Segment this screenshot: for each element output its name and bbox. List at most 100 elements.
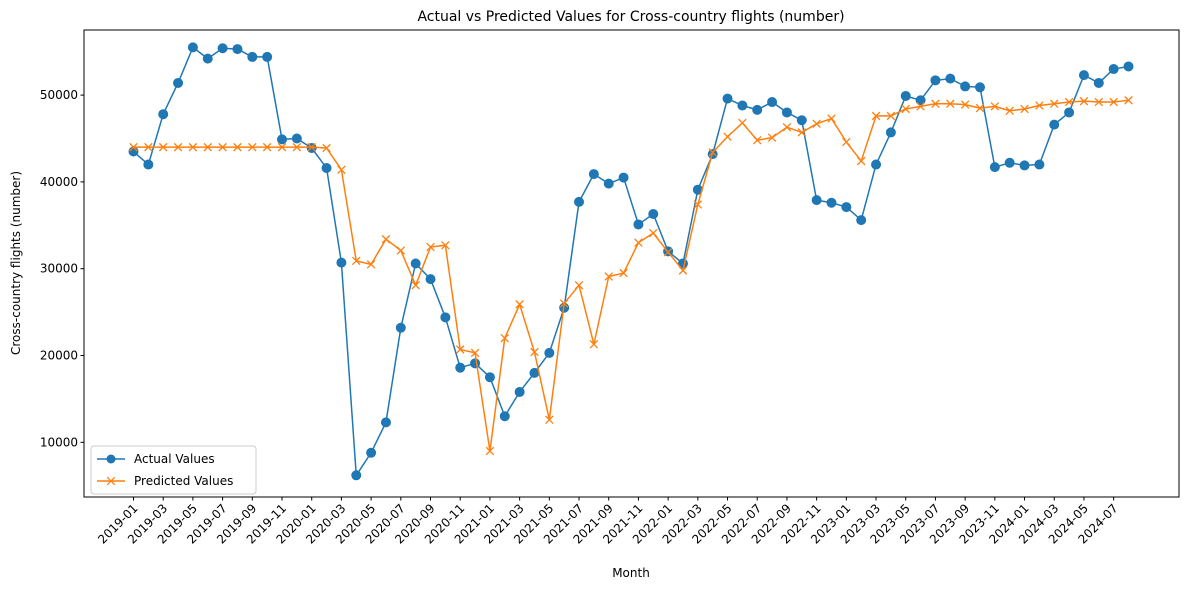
data-point	[1064, 107, 1075, 118]
data-point	[990, 102, 1000, 111]
data-point	[1020, 104, 1029, 114]
data-point	[723, 132, 732, 142]
data-point	[426, 242, 435, 252]
data-point	[678, 266, 688, 275]
data-point	[811, 195, 822, 206]
data-point	[827, 114, 836, 123]
data-point	[1094, 97, 1104, 107]
data-point	[752, 135, 762, 145]
data-point	[441, 241, 450, 250]
data-point	[782, 122, 792, 132]
data-point	[188, 142, 198, 152]
data-point	[322, 143, 331, 153]
legend-box	[90, 445, 257, 495]
data-point	[425, 274, 436, 285]
data-point	[411, 280, 420, 290]
data-point	[916, 102, 925, 111]
data-point	[871, 159, 882, 170]
plot-area	[83, 29, 1180, 498]
data-point	[856, 156, 866, 166]
data-point	[989, 162, 1000, 173]
data-point	[545, 415, 554, 425]
data-point	[663, 247, 673, 257]
data-point	[945, 73, 956, 84]
data-point	[737, 100, 748, 111]
data-point	[574, 280, 584, 290]
data-point	[1124, 96, 1133, 105]
data-point	[649, 228, 658, 238]
data-point	[129, 142, 138, 152]
data-point	[217, 43, 228, 54]
data-point	[619, 268, 628, 278]
data-point	[589, 339, 599, 349]
data-point	[410, 258, 421, 269]
data-point	[708, 148, 717, 157]
series-predicted	[129, 96, 1133, 456]
data-point	[530, 347, 539, 357]
data-point	[960, 100, 970, 109]
data-point	[1093, 77, 1104, 88]
data-point	[1078, 70, 1089, 81]
data-point	[366, 260, 376, 269]
data-point	[975, 103, 985, 113]
data-point	[767, 133, 777, 142]
data-point	[767, 97, 778, 108]
data-point	[841, 202, 852, 213]
data-point	[886, 111, 896, 121]
legend-label: Predicted Values	[134, 474, 233, 488]
data-point	[930, 75, 941, 86]
series-line	[133, 99, 1129, 452]
chart-title: Actual vs Predicted Values for Cross-cou…	[417, 9, 844, 25]
data-point	[455, 362, 466, 373]
x-axis-title: Month	[612, 566, 650, 580]
data-point	[128, 146, 139, 157]
y-axis: 10000 20000 30000 40000 50000	[40, 88, 84, 449]
data-point	[485, 446, 495, 456]
data-point	[559, 299, 569, 308]
data-point	[885, 127, 896, 138]
data-point	[797, 128, 807, 137]
data-point	[158, 109, 169, 120]
data-point	[248, 142, 257, 152]
data-point	[292, 142, 302, 152]
data-point	[187, 42, 198, 53]
data-point	[738, 118, 747, 128]
y-tick-label: 40000	[40, 175, 78, 189]
y-axis-title: Cross-country flights (number)	[9, 171, 23, 355]
data-point	[337, 165, 346, 175]
y-tick-label: 30000	[40, 262, 78, 276]
data-point	[351, 470, 362, 481]
data-point	[396, 246, 406, 255]
data-point	[1005, 106, 1014, 115]
data-point	[173, 77, 184, 88]
data-point	[722, 93, 733, 104]
data-point	[1004, 157, 1015, 168]
legend: Actual Values Predicted Values	[90, 445, 257, 495]
data-point	[262, 142, 272, 152]
y-tick-label: 10000	[40, 435, 78, 449]
data-point	[233, 142, 242, 152]
data-point	[307, 142, 316, 152]
data-point	[900, 90, 911, 101]
data-point	[1035, 101, 1044, 110]
y-tick-label: 20000	[40, 349, 78, 363]
data-point	[321, 163, 332, 174]
data-point	[1123, 61, 1134, 72]
data-point	[871, 111, 881, 121]
data-point	[901, 104, 910, 114]
data-point	[544, 347, 555, 358]
data-point	[455, 345, 465, 354]
series-actual	[128, 42, 1134, 481]
data-point	[247, 51, 258, 62]
data-point	[158, 142, 168, 152]
data-point	[826, 197, 837, 208]
data-point	[173, 142, 183, 152]
data-point	[931, 99, 940, 109]
data-point	[1079, 96, 1089, 106]
data-point	[291, 133, 302, 144]
data-point	[648, 209, 659, 220]
legend-marker	[106, 476, 116, 486]
data-point	[395, 322, 406, 333]
data-point	[232, 44, 243, 55]
data-point	[470, 348, 480, 358]
